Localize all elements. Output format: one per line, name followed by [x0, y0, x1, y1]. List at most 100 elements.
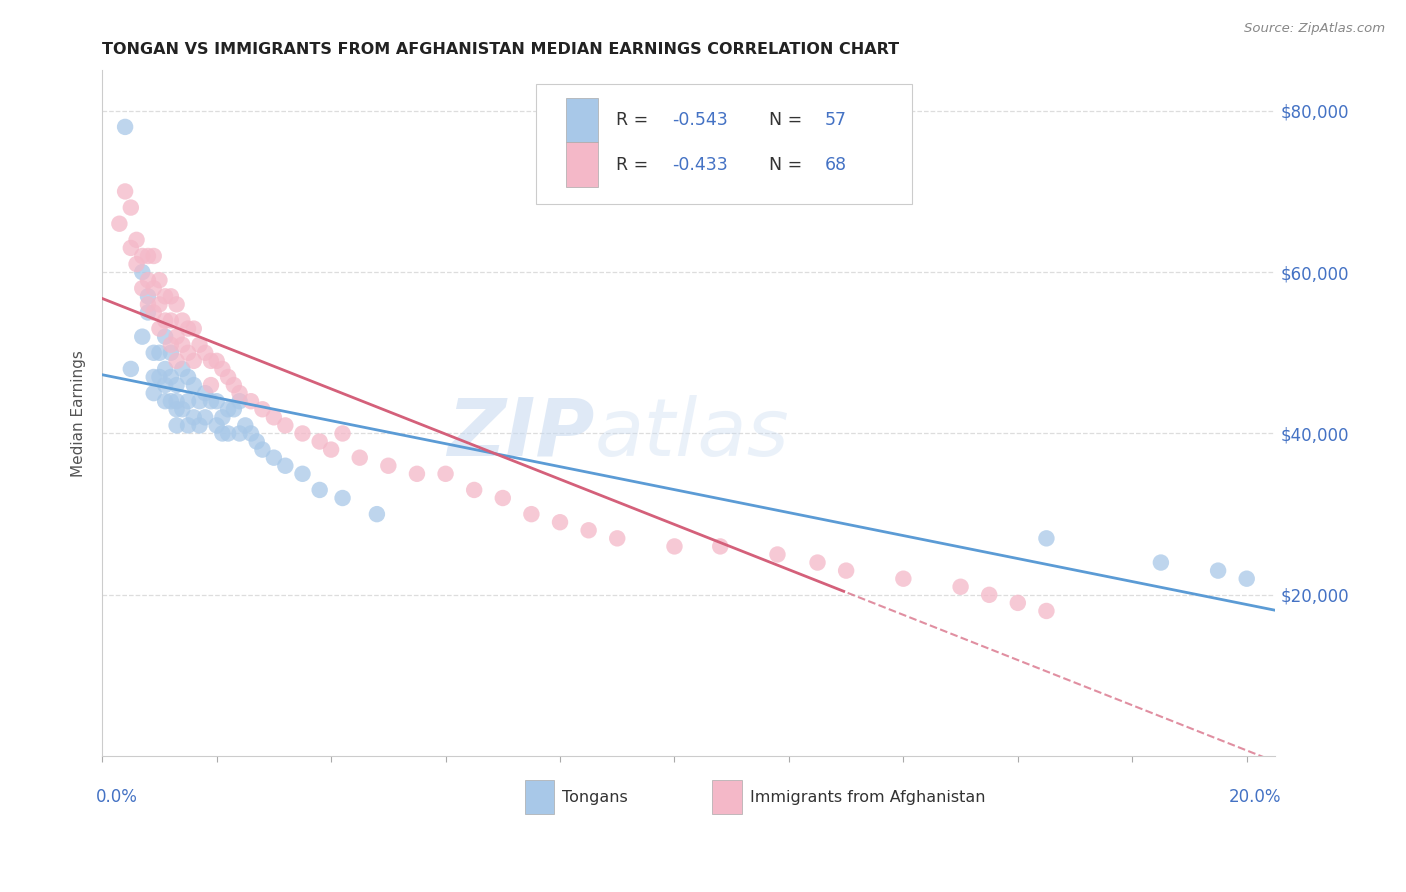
Point — [377, 458, 399, 473]
Text: N =: N = — [769, 156, 807, 174]
Text: 57: 57 — [825, 112, 846, 129]
Point — [136, 289, 159, 303]
Point — [200, 378, 222, 392]
Point — [217, 426, 239, 441]
Point — [172, 402, 194, 417]
Point — [263, 450, 285, 465]
Point — [142, 370, 165, 384]
Point — [160, 394, 183, 409]
Point — [142, 249, 165, 263]
Point — [222, 378, 245, 392]
Point — [153, 378, 176, 392]
Point — [136, 305, 159, 319]
Point — [142, 386, 165, 401]
Point — [172, 362, 194, 376]
Point — [217, 370, 239, 384]
Point — [188, 337, 211, 351]
Point — [136, 273, 159, 287]
Point — [1206, 564, 1229, 578]
Point — [835, 564, 858, 578]
Point — [160, 313, 183, 327]
Point — [211, 362, 233, 376]
Point — [1236, 572, 1258, 586]
Point — [228, 386, 250, 401]
Point — [148, 297, 170, 311]
Point — [211, 426, 233, 441]
Point — [949, 580, 972, 594]
Point — [222, 402, 245, 417]
Point — [332, 491, 354, 505]
Point — [183, 354, 205, 368]
Point — [153, 313, 176, 327]
Text: -0.433: -0.433 — [672, 156, 728, 174]
Point — [120, 241, 142, 255]
Point — [321, 442, 343, 457]
Point — [177, 418, 200, 433]
Point — [177, 346, 200, 360]
Point — [606, 532, 628, 546]
Point — [166, 402, 188, 417]
Point — [108, 217, 131, 231]
Point — [114, 120, 136, 134]
FancyBboxPatch shape — [536, 84, 911, 204]
Text: 20.0%: 20.0% — [1229, 789, 1281, 806]
Point — [166, 297, 188, 311]
Point — [183, 410, 205, 425]
Point — [308, 434, 330, 449]
Point — [463, 483, 485, 497]
Point — [709, 540, 731, 554]
Point — [166, 394, 188, 409]
Point — [160, 289, 183, 303]
Point — [153, 289, 176, 303]
Point — [548, 515, 571, 529]
Point — [979, 588, 1001, 602]
Point — [274, 418, 297, 433]
Point — [148, 346, 170, 360]
Point — [166, 378, 188, 392]
Point — [434, 467, 457, 481]
Point — [252, 402, 274, 417]
Point — [205, 394, 228, 409]
Point — [1150, 556, 1173, 570]
Point — [194, 346, 217, 360]
Text: -0.543: -0.543 — [672, 112, 728, 129]
Point — [228, 426, 250, 441]
Point — [142, 305, 165, 319]
Point — [177, 321, 200, 335]
Point — [664, 540, 686, 554]
Text: Tongans: Tongans — [562, 789, 628, 805]
Point — [366, 507, 388, 521]
Point — [520, 507, 543, 521]
Point — [240, 426, 263, 441]
Point — [160, 370, 183, 384]
Point — [406, 467, 429, 481]
Point — [131, 265, 153, 279]
Text: TONGAN VS IMMIGRANTS FROM AFGHANISTAN MEDIAN EARNINGS CORRELATION CHART: TONGAN VS IMMIGRANTS FROM AFGHANISTAN ME… — [103, 42, 900, 57]
Text: 0.0%: 0.0% — [97, 789, 138, 806]
Text: Immigrants from Afghanistan: Immigrants from Afghanistan — [749, 789, 986, 805]
Text: R =: R = — [616, 112, 654, 129]
Point — [153, 362, 176, 376]
Text: 68: 68 — [825, 156, 846, 174]
FancyBboxPatch shape — [524, 780, 554, 814]
Point — [291, 426, 314, 441]
Point — [893, 572, 915, 586]
Point — [308, 483, 330, 497]
Point — [166, 354, 188, 368]
Point — [274, 458, 297, 473]
Point — [183, 378, 205, 392]
Point — [228, 394, 250, 409]
Point — [153, 394, 176, 409]
Point — [205, 418, 228, 433]
Point — [252, 442, 274, 457]
Point — [142, 346, 165, 360]
Point — [240, 394, 263, 409]
Point — [166, 329, 188, 343]
Y-axis label: Median Earnings: Median Earnings — [72, 350, 86, 476]
Point — [211, 410, 233, 425]
Point — [205, 354, 228, 368]
Point — [263, 410, 285, 425]
Text: Source: ZipAtlas.com: Source: ZipAtlas.com — [1244, 22, 1385, 36]
Point — [148, 321, 170, 335]
Point — [125, 257, 148, 271]
